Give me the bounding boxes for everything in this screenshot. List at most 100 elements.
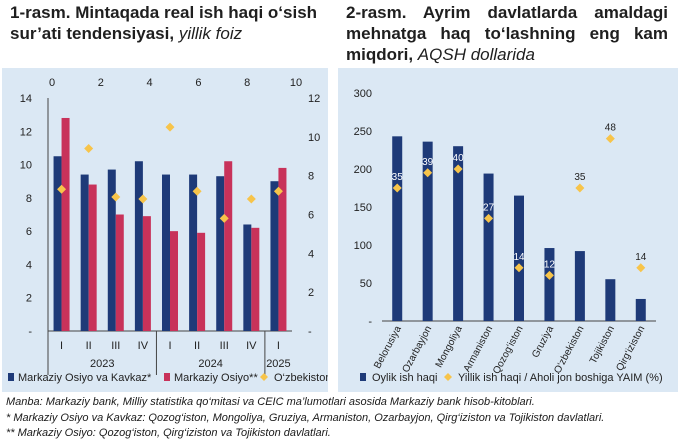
chart2-area: - 50 100 150 200 250 300 35 Belorusiya 39 Ozarbayj… [338,68,678,392]
chart1-bar-cac [243,224,251,331]
chart2-y-tick: - [368,316,372,328]
chart1-bar-cac [270,181,278,331]
chart2-legend-label-ratio: Yillik ish haqi / Aholi jon boshiga YAIM… [458,372,663,384]
chart1-left-tick: 14 [20,93,32,105]
chart2-category-label: Tojikiston [588,324,617,365]
chart1-left-tick: 2 [26,293,32,305]
chart2-category-label: Qirg‘iziston [614,324,647,373]
chart2-svg: - 50 100 150 200 250 300 35 Belorusiya 39 Ozarbayj… [338,68,678,392]
chart2-point-label: 14 [513,252,525,263]
chart1-right-tick: 2 [308,287,314,299]
chart2-point-label: 39 [422,157,434,168]
chart2-category-label: Armaniston [462,324,495,374]
chart1-bar-cac [135,161,143,331]
chart1-bar-ca [143,216,151,331]
chart1-left-tick: 4 [26,259,32,271]
chart1-left-tick: 6 [26,226,32,238]
chart2-y-tick: 300 [354,88,372,100]
chart1-left-tick: 12 [20,126,32,138]
chart2-category-label: O‘zbekiston [552,324,586,375]
footnote-2: ** Markaziy Osiyo: Qozog‘iston, Qirg‘izi… [6,426,674,442]
chart1-left-tick: - [28,326,32,338]
chart1-legend-swatch-ca [164,373,170,381]
chart1-category-label: III [111,340,120,352]
chart2-y-tick: 200 [354,164,372,176]
chart2-point-ratio [606,134,615,143]
chart1-point-uzb [247,194,256,203]
chart1-category-label: I [168,340,171,352]
chart1-left-tick: 10 [20,160,32,172]
chart1-bar-cac [216,176,224,331]
chart2-category-label: Mongoliya [434,324,465,370]
chart2-point-ratio [636,263,645,272]
chart2-point-label: 12 [544,259,556,270]
chart1-bar-ca [89,185,97,331]
chart1-category-label: III [220,340,229,352]
chart1-left-tick: 8 [26,193,32,205]
chart1-bar-ca [251,228,259,331]
chart1-legend-swatch-cac [8,373,14,381]
source-notes: Manba: Markaziy bank, Milliy statistika … [6,395,674,442]
chart1-right-tick: 4 [308,248,314,260]
chart1-area: -2 4 6 8 10 12 14-2 4 6 8 10 12 0 2 4 6 8 10 I II III IV I II II… [2,68,328,392]
chart2-bar-wage [392,136,402,321]
chart2-legend-label-wage: Oylik ish haqi [372,372,437,384]
chart1-bar-ca [62,118,70,331]
chart1-bar-cac [54,156,62,331]
chart2-bar-wage [575,251,585,321]
chart2-point-ratio [575,184,584,193]
chart1-right-tick: 8 [308,171,314,183]
chart1-title-main: 1-rasm. Mintaqada real ish haqi o‘sish s… [10,3,317,43]
chart1-title-unit: yillik foiz [179,24,242,43]
chart2-y-tick: 50 [360,278,372,290]
chart2-y-tick: 250 [354,126,372,138]
chart2-bar-wage [636,299,646,321]
chart2-title: 2-rasm. Ayrim davlatlarda amaldagi mehna… [346,2,668,65]
chart1-year-label: 2023 [90,358,114,370]
chart1-bar-ca [224,161,232,331]
chart1-title: 1-rasm. Mintaqada real ish haqi o‘sish s… [10,2,330,44]
chart1-legend-label-cac: Markaziy Osiyo va Kavkaz* [18,372,152,384]
chart1-bar-ca [116,215,124,332]
chart1-category-label: I [277,340,280,352]
chart1-point-uzb [166,123,175,132]
chart2-bar-wage [605,279,615,321]
chart2-bar-wage [484,174,494,321]
chart2-point-label: 35 [574,172,586,183]
chart1-category-label: IV [138,340,149,352]
chart2-point-label: 48 [605,123,617,134]
footnote-1: * Markaziy Osiyo va Kavkaz: Qozog‘iston,… [6,411,674,427]
chart1-category-label: I [60,340,63,352]
chart1-bar-cac [162,175,170,331]
chart1-bar-cac [81,175,89,331]
source-line: Manba: Markaziy bank, Milliy statistika … [6,395,674,411]
chart1-top-tick: 4 [147,77,153,89]
chart1-top-tick: 0 [49,77,55,89]
chart2-title-unit: AQSH dollarida [418,45,535,64]
chart1-legend-swatch-uzb [260,373,268,381]
chart2-y-tick: 150 [354,202,372,214]
chart2-point-label: 27 [483,202,495,213]
chart2-legend-swatch-ratio [444,373,452,381]
chart1-year-label: 2024 [198,358,222,370]
chart1-category-label: IV [246,340,257,352]
chart1-bar-ca [170,231,178,331]
chart1-bar-ca [197,233,205,331]
chart1-right-tick: 6 [308,210,314,222]
chart1-right-tick: - [308,326,312,338]
chart1-bar-cac [189,175,197,331]
chart1-top-tick: 10 [290,77,302,89]
chart2-category-label: Qozog‘iston [491,324,526,376]
chart1-top-tick: 6 [195,77,201,89]
chart1-legend-label-uzb: O‘zbekiston [274,372,328,384]
chart1-right-tick: 10 [308,132,320,144]
chart1-top-tick: 2 [98,77,104,89]
chart1-year-label: 2025 [266,358,290,370]
chart1-category-label: II [86,340,92,352]
chart2-point-label: 35 [392,172,404,183]
chart1-point-uzb [84,144,93,153]
chart2-category-label: Ozarbayjon [401,324,435,374]
chart1-category-label: II [194,340,200,352]
chart2-y-tick: 100 [354,240,372,252]
